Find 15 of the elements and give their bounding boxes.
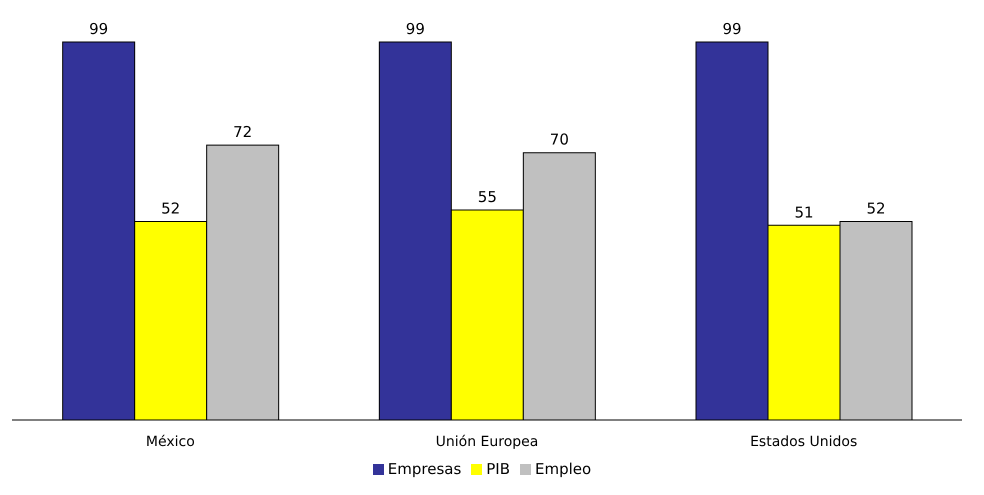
data-label: 72 bbox=[233, 123, 252, 142]
legend-label: Empresas bbox=[388, 460, 462, 478]
legend-label: Empleo bbox=[535, 460, 592, 478]
x-tick-label: Estados Unidos bbox=[750, 434, 858, 450]
data-label: 55 bbox=[478, 188, 497, 206]
data-label: 99 bbox=[406, 20, 425, 38]
data-label: 51 bbox=[794, 203, 814, 222]
legend-label: PIB bbox=[486, 460, 510, 478]
data-label: 70 bbox=[550, 130, 569, 149]
x-tick-label: Unión Europea bbox=[436, 434, 538, 450]
data-label: 52 bbox=[161, 199, 180, 218]
data-label: 99 bbox=[89, 20, 108, 38]
x-tick-label: México bbox=[146, 434, 195, 450]
data-label: 99 bbox=[722, 20, 742, 38]
data-label: 52 bbox=[866, 199, 886, 218]
